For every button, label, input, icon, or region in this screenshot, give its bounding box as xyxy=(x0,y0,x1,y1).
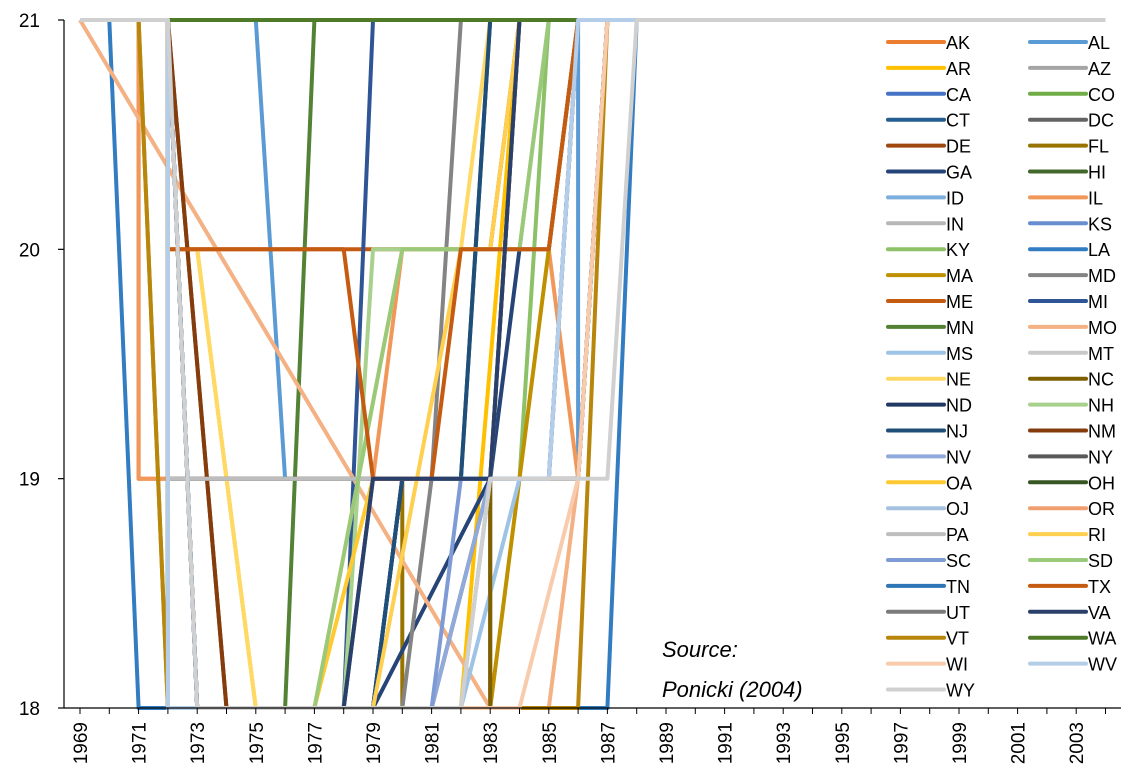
legend-label-id: ID xyxy=(946,188,964,208)
x-tick-label: 1977 xyxy=(305,722,326,764)
legend-label-ca: CA xyxy=(946,85,971,105)
x-axis-ticks: 1969 1971 1973 1975 1977 1979 1981 1983 1985 1987… xyxy=(71,708,1106,764)
source-annotation-line-2: Ponicki (2004) xyxy=(662,677,803,702)
legend-label-ks: KS xyxy=(1088,214,1112,234)
legend-label-oh: OH xyxy=(1088,473,1115,493)
legend-label-ky: KY xyxy=(946,240,970,260)
x-tick-label: 1987 xyxy=(598,722,619,764)
series-layer xyxy=(78,18,1106,710)
legend-label-ct: CT xyxy=(946,111,970,131)
legend: AK AL AR AZ CA CO CT DC DE FL GA HI ID IL IN KS KY LA MA MD… xyxy=(886,33,1117,701)
legend-label-ne: NE xyxy=(946,370,971,390)
x-tick-label: 1991 xyxy=(716,722,737,764)
legend-label-ms: MS xyxy=(946,344,973,364)
legend-label-de: DE xyxy=(946,137,971,157)
legend-label-md: MD xyxy=(1088,266,1116,286)
x-tick-label: 1989 xyxy=(657,722,678,764)
legend-label-nh: NH xyxy=(1088,396,1114,416)
series-line-wy xyxy=(80,18,1106,710)
y-tick-label: 18 xyxy=(19,699,40,720)
legend-label-pa: PA xyxy=(946,525,969,545)
y-tick-label: 19 xyxy=(19,470,40,491)
x-tick-label: 1979 xyxy=(364,722,385,764)
legend-label-ar: AR xyxy=(946,59,971,79)
legend-label-tn: TN xyxy=(946,577,970,597)
source-annotation-line-1: Source: xyxy=(662,637,738,662)
legend-label-wa: WA xyxy=(1088,629,1116,649)
legend-label-tx: TX xyxy=(1088,577,1111,597)
x-tick-label: 1975 xyxy=(247,722,268,764)
legend-label-nv: NV xyxy=(946,447,971,467)
y-axis-ticks: 18 19 20 21 xyxy=(19,11,64,720)
legend-label-nc: NC xyxy=(1088,370,1114,390)
legend-label-mo: MO xyxy=(1088,318,1117,338)
x-tick-label: 2001 xyxy=(1009,722,1030,764)
x-tick-label: 1969 xyxy=(71,722,92,764)
legend-label-nd: ND xyxy=(946,396,972,416)
legend-label-fl: FL xyxy=(1088,137,1109,157)
legend-label-vt: VT xyxy=(946,629,969,649)
legend-label-va: VA xyxy=(1088,603,1111,623)
x-tick-label: 1997 xyxy=(891,722,912,764)
x-tick-label: 1973 xyxy=(188,722,209,764)
legend-label-in: IN xyxy=(946,214,964,234)
legend-label-dc: DC xyxy=(1088,111,1114,131)
legend-label-nm: NM xyxy=(1088,422,1116,442)
x-tick-label: 1995 xyxy=(833,722,854,764)
legend-label-hi: HI xyxy=(1088,163,1106,183)
x-tick-label: 2003 xyxy=(1067,722,1088,764)
legend-label-or: OR xyxy=(1088,499,1115,519)
legend-label-mt: MT xyxy=(1088,344,1114,364)
x-tick-label: 1999 xyxy=(950,722,971,764)
x-tick-label: 1993 xyxy=(774,722,795,764)
legend-label-oj: OJ xyxy=(946,499,969,519)
legend-label-wi: WI xyxy=(946,655,968,675)
legend-label-nj: NJ xyxy=(946,422,968,442)
legend-label-ri: RI xyxy=(1088,525,1106,545)
legend-label-ny: NY xyxy=(1088,447,1113,467)
legend-label-co: CO xyxy=(1088,85,1115,105)
legend-label-wy: WY xyxy=(946,681,975,701)
y-tick-label: 20 xyxy=(19,240,40,261)
legend-label-az: AZ xyxy=(1088,59,1111,79)
legend-label-il: IL xyxy=(1088,188,1103,208)
legend-label-la: LA xyxy=(1088,240,1110,260)
legend-label-ga: GA xyxy=(946,163,972,183)
x-tick-label: 1971 xyxy=(130,722,151,764)
legend-label-oa: OA xyxy=(946,473,972,493)
legend-label-ak: AK xyxy=(946,33,970,53)
legend-label-sd: SD xyxy=(1088,551,1113,571)
legend-label-sc: SC xyxy=(946,551,971,571)
legend-label-mi: MI xyxy=(1088,292,1108,312)
legend-label-ut: UT xyxy=(946,603,970,623)
x-tick-label: 1983 xyxy=(481,722,502,764)
x-tick-label: 1985 xyxy=(540,722,561,764)
legend-label-wv: WV xyxy=(1088,655,1117,675)
legend-label-al: AL xyxy=(1088,33,1110,53)
legend-label-ma: MA xyxy=(946,266,973,286)
legend-label-me: ME xyxy=(946,292,973,312)
legend-label-mn: MN xyxy=(946,318,974,338)
x-tick-label: 1981 xyxy=(423,722,444,764)
y-tick-label: 21 xyxy=(19,11,40,32)
